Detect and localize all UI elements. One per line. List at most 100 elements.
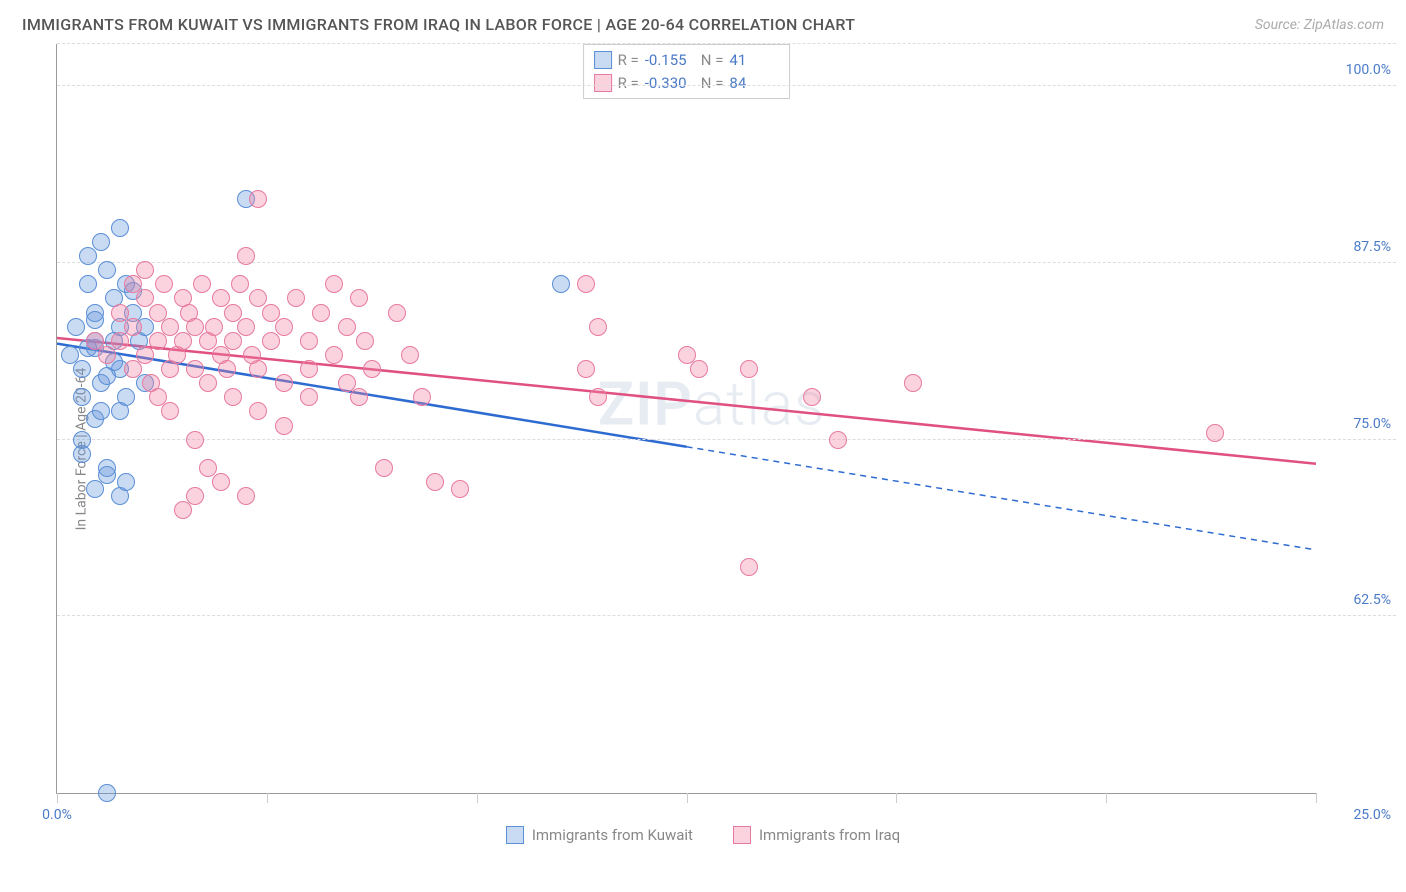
data-point bbox=[413, 388, 431, 406]
data-point bbox=[350, 289, 368, 307]
data-point bbox=[111, 219, 129, 237]
x-tick-label: 25.0% bbox=[1353, 807, 1391, 823]
data-point bbox=[740, 360, 758, 378]
data-point bbox=[388, 304, 406, 322]
data-point bbox=[136, 261, 154, 279]
data-point bbox=[199, 374, 217, 392]
data-point bbox=[98, 346, 116, 364]
data-point bbox=[249, 360, 267, 378]
data-point bbox=[224, 332, 242, 350]
data-point bbox=[300, 332, 318, 350]
chart-area: In Labor Force | Age 20-64 ZIPatlas R =-… bbox=[10, 44, 1396, 854]
data-point bbox=[451, 480, 469, 498]
trend-lines bbox=[57, 44, 1316, 793]
data-point bbox=[401, 346, 419, 364]
x-tick bbox=[1106, 793, 1107, 803]
y-tick-label: 62.5% bbox=[1353, 592, 1391, 608]
data-point bbox=[1206, 424, 1224, 442]
watermark: ZIPatlas bbox=[598, 368, 826, 439]
data-point bbox=[98, 367, 116, 385]
data-point bbox=[155, 275, 173, 293]
legend-label: Immigrants from Kuwait bbox=[532, 826, 693, 844]
data-point bbox=[79, 275, 97, 293]
data-point bbox=[325, 346, 343, 364]
x-tick bbox=[57, 793, 58, 803]
data-point bbox=[249, 402, 267, 420]
legend-swatch bbox=[594, 74, 612, 92]
data-point bbox=[275, 417, 293, 435]
data-point bbox=[174, 332, 192, 350]
data-point bbox=[161, 402, 179, 420]
data-point bbox=[237, 247, 255, 265]
n-value: 84 bbox=[729, 72, 779, 95]
legend-item: Immigrants from Kuwait bbox=[506, 826, 693, 844]
data-point bbox=[829, 431, 847, 449]
series-legend: Immigrants from Kuwait Immigrants from Ir… bbox=[10, 826, 1396, 844]
data-point bbox=[363, 360, 381, 378]
data-point bbox=[589, 318, 607, 336]
data-point bbox=[136, 346, 154, 364]
data-point bbox=[92, 402, 110, 420]
data-point bbox=[186, 487, 204, 505]
chart-title: IMMIGRANTS FROM KUWAIT VS IMMIGRANTS FRO… bbox=[22, 15, 855, 34]
data-point bbox=[79, 247, 97, 265]
data-point bbox=[124, 360, 142, 378]
data-point bbox=[224, 388, 242, 406]
trend-line-extrapolated bbox=[687, 447, 1317, 550]
data-point bbox=[262, 332, 280, 350]
data-point bbox=[426, 473, 444, 491]
y-tick-label: 75.0% bbox=[1353, 416, 1391, 432]
data-point bbox=[86, 311, 104, 329]
correlation-legend: R =-0.155N =41R =-0.330N =84 bbox=[583, 44, 791, 99]
data-point bbox=[577, 275, 595, 293]
data-point bbox=[193, 275, 211, 293]
plot-region: ZIPatlas R =-0.155N =41R =-0.330N =84 62… bbox=[56, 44, 1316, 794]
gridline bbox=[57, 43, 1396, 44]
r-label: R = bbox=[618, 72, 639, 95]
data-point bbox=[73, 388, 91, 406]
data-point bbox=[740, 558, 758, 576]
data-point bbox=[98, 466, 116, 484]
data-point bbox=[904, 374, 922, 392]
gridline bbox=[57, 85, 1396, 86]
y-tick-label: 100.0% bbox=[1346, 62, 1391, 78]
legend-swatch bbox=[594, 51, 612, 69]
data-point bbox=[589, 388, 607, 406]
data-point bbox=[300, 388, 318, 406]
gridline bbox=[57, 615, 1396, 616]
r-value: -0.330 bbox=[645, 72, 695, 95]
data-point bbox=[111, 402, 129, 420]
data-point bbox=[275, 318, 293, 336]
data-point bbox=[356, 332, 374, 350]
data-point bbox=[300, 360, 318, 378]
data-point bbox=[237, 487, 255, 505]
data-point bbox=[98, 261, 116, 279]
x-tick bbox=[477, 793, 478, 803]
data-point bbox=[690, 360, 708, 378]
data-point bbox=[275, 374, 293, 392]
data-point bbox=[312, 304, 330, 322]
y-tick-label: 87.5% bbox=[1353, 239, 1391, 255]
data-point bbox=[124, 275, 142, 293]
r-value: -0.155 bbox=[645, 49, 695, 72]
x-tick-label: 0.0% bbox=[42, 807, 72, 823]
x-tick bbox=[1316, 793, 1317, 803]
data-point bbox=[98, 784, 116, 802]
data-point bbox=[577, 360, 595, 378]
data-point bbox=[199, 459, 217, 477]
data-point bbox=[117, 473, 135, 491]
n-value: 41 bbox=[729, 49, 779, 72]
data-point bbox=[186, 431, 204, 449]
x-tick bbox=[267, 793, 268, 803]
legend-item: Immigrants from Iraq bbox=[733, 826, 900, 844]
data-point bbox=[552, 275, 570, 293]
data-point bbox=[249, 190, 267, 208]
data-point bbox=[231, 275, 249, 293]
n-label: N = bbox=[701, 49, 724, 72]
gridline bbox=[57, 262, 1396, 263]
data-point bbox=[237, 318, 255, 336]
n-label: N = bbox=[701, 72, 724, 95]
data-point bbox=[218, 360, 236, 378]
legend-label: Immigrants from Iraq bbox=[759, 826, 900, 844]
data-point bbox=[67, 318, 85, 336]
